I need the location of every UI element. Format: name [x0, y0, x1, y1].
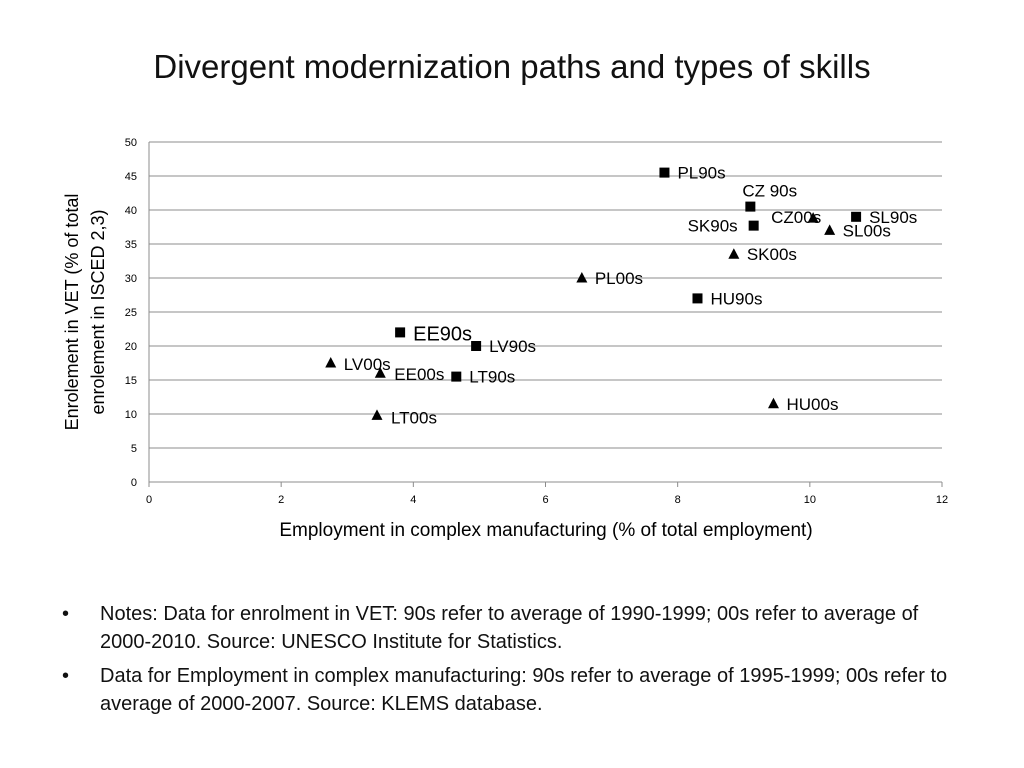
- y-tick-label: 0: [131, 477, 137, 489]
- data-label: LT00s: [391, 408, 437, 427]
- square-marker: [471, 341, 482, 351]
- chart-gridlines: [149, 141, 942, 449]
- y-axis-label: Enrolement in VET (% of total enrolement …: [62, 194, 108, 431]
- x-tick-label: 6: [542, 494, 548, 506]
- triangle-marker: [824, 224, 836, 235]
- bullet-icon: •: [62, 665, 70, 687]
- x-tick-label: 0: [146, 494, 152, 506]
- y-tick-label: 45: [125, 171, 137, 183]
- data-label: LV90s: [489, 337, 536, 356]
- y-tick-label: 25: [125, 307, 137, 319]
- data-label: SL90s: [869, 208, 917, 227]
- data-label: CZ 90s: [742, 182, 797, 201]
- triangle-marker: [576, 272, 588, 283]
- note-text: Notes: Data for enrolment in VET: 90s re…: [100, 603, 919, 653]
- x-tick-label: 2: [278, 494, 284, 506]
- triangle-marker: [807, 212, 819, 223]
- note-item: • Data for Employment in complex manufac…: [62, 662, 962, 718]
- y-axis-label-line: enrolement in ISCED 2,3): [88, 209, 108, 414]
- data-label: SK90s: [688, 217, 738, 236]
- y-tick-label: 20: [125, 341, 137, 353]
- triangle-marker: [325, 357, 337, 368]
- data-label: EE00s: [394, 365, 444, 384]
- data-label: SK00s: [747, 245, 797, 264]
- y-tick-label: 40: [125, 205, 137, 217]
- x-tick-label: 8: [675, 494, 681, 506]
- data-points: [325, 167, 862, 420]
- square-marker: [659, 167, 670, 178]
- note-item: • Notes: Data for enrolment in VET: 90s …: [62, 600, 962, 656]
- y-axis-label-line: Enrolement in VET (% of total: [62, 194, 82, 431]
- y-tick-label: 35: [125, 239, 137, 251]
- data-label: PL00s: [595, 269, 643, 288]
- x-tick-labels: 0 2 4 6 8 10 12: [146, 494, 948, 506]
- square-marker: [451, 371, 462, 382]
- data-label: EE90s: [413, 323, 472, 345]
- y-tick-label: 15: [125, 375, 137, 387]
- notes-list: • Notes: Data for enrolment in VET: 90s …: [62, 600, 962, 724]
- x-tick-label: 10: [804, 494, 816, 506]
- data-label: CZ00s: [771, 208, 821, 227]
- scatter-chart: 0 5 10 15 20 25 30 35 40 45 50 0 2 4 6 8 10 12 PL90s CZ 9…: [62, 137, 948, 541]
- y-tick-label: 30: [125, 273, 137, 285]
- y-tick-label: 5: [131, 443, 137, 455]
- x-tick-label: 4: [410, 494, 416, 506]
- x-tick-label: 12: [936, 494, 948, 506]
- bullet-icon: •: [62, 603, 70, 625]
- data-label: LV00s: [344, 355, 391, 374]
- data-label: HU00s: [786, 395, 838, 414]
- data-label: SL00s: [843, 221, 891, 240]
- y-tick-labels: 0 5 10 15 20 25 30 35 40 45 50: [125, 137, 137, 489]
- x-axis-label: Employment in complex manufacturing (% o…: [279, 520, 812, 541]
- data-label: HU90s: [710, 289, 762, 308]
- slide-title: Divergent modernization paths and types …: [153, 48, 871, 85]
- data-label: LT90s: [469, 368, 515, 387]
- square-marker: [748, 220, 759, 231]
- triangle-marker: [767, 397, 779, 409]
- data-label: PL90s: [677, 164, 725, 183]
- square-marker: [395, 327, 406, 338]
- y-tick-label: 50: [125, 137, 137, 149]
- triangle-marker: [728, 248, 740, 259]
- square-marker: [745, 201, 756, 212]
- triangle-marker: [371, 409, 383, 420]
- square-marker: [692, 293, 703, 304]
- note-text: Data for Employment in complex manufactu…: [100, 665, 948, 715]
- chart-axes: [148, 142, 943, 487]
- square-marker: [851, 211, 862, 222]
- y-tick-label: 10: [125, 409, 137, 421]
- triangle-marker: [374, 367, 386, 378]
